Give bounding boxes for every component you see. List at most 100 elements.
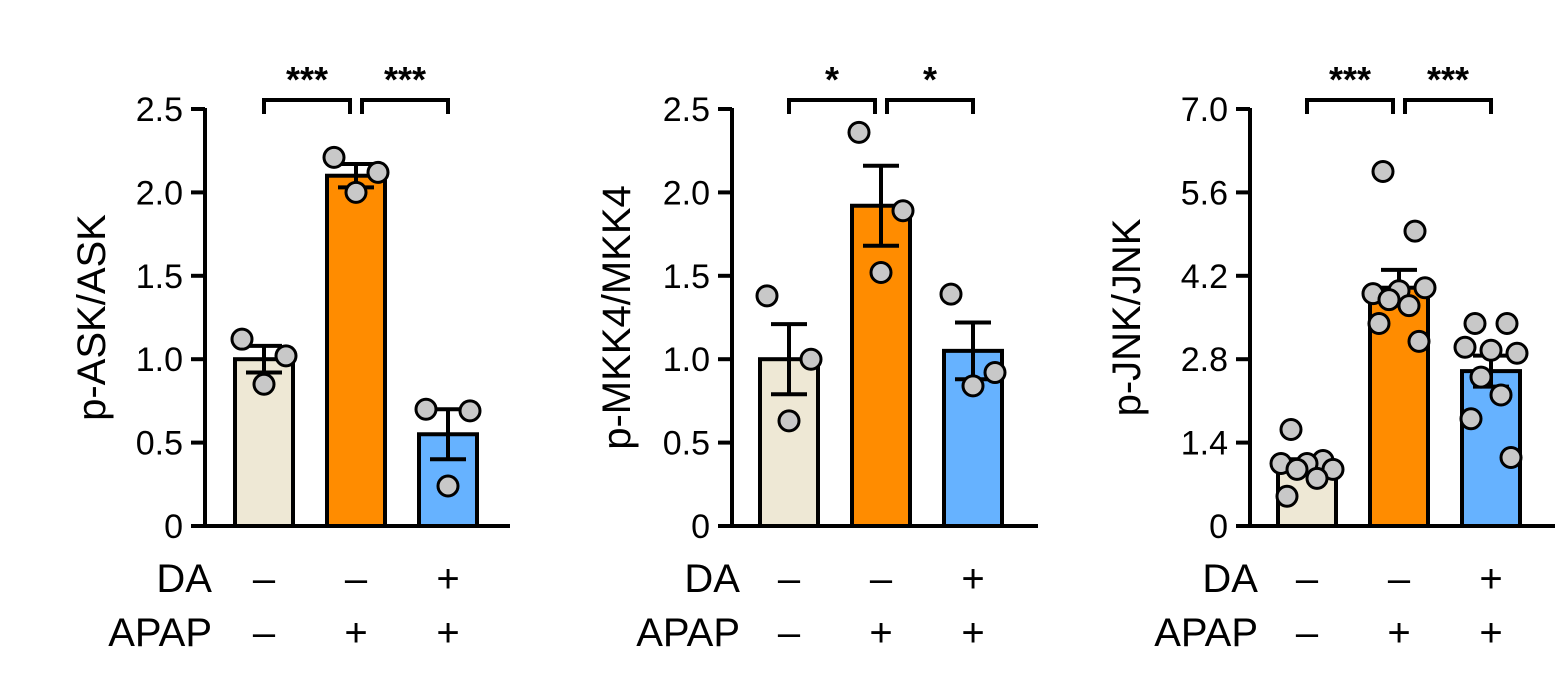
data-point [1505, 341, 1529, 365]
data-point [1367, 311, 1391, 335]
y-tick-label: 0 [691, 508, 710, 546]
chart-panel-3: 0 1.4 2.8 4.2 5.6 7.0 p-JNK/JNK – – – + + + DA APAP ***… [1105, 59, 1555, 655]
y-tick-label: 1.5 [136, 258, 183, 296]
significance-bracket [360, 98, 450, 114]
row-label-da: DA [684, 557, 740, 601]
y-tick-label: 2.0 [136, 174, 183, 212]
significance-label: *** [384, 59, 426, 100]
condition-sign-da: – [253, 557, 276, 601]
significance-bracket [1403, 98, 1493, 114]
y-axis-label: p-ASK/ASK [70, 214, 114, 421]
data-point [366, 160, 390, 184]
data-point [274, 344, 298, 368]
condition-sign-da: + [1479, 557, 1502, 601]
condition-sign-apap: + [344, 611, 367, 655]
condition-sign-da: – [870, 557, 893, 601]
condition-sign-da: – [1388, 557, 1411, 601]
data-point [847, 120, 871, 144]
row-label-da: DA [1202, 557, 1258, 601]
row-label-apap: APAP [108, 611, 212, 655]
condition-sign-da: + [436, 557, 459, 601]
significance-bracket [885, 98, 975, 114]
data-point [869, 260, 893, 284]
data-point [961, 374, 985, 398]
condition-sign-da: – [345, 557, 368, 601]
data-point [458, 399, 482, 423]
condition-sign-da: – [778, 557, 801, 601]
y-tick-label: 2.8 [1181, 341, 1228, 379]
significance-label: *** [1329, 59, 1371, 100]
data-point [983, 361, 1007, 385]
data-point [755, 284, 779, 308]
data-point [1453, 335, 1477, 359]
condition-sign-da: – [1296, 557, 1319, 601]
condition-sign-apap: – [253, 611, 276, 655]
data-point [939, 282, 963, 306]
y-tick-label: 1.0 [136, 341, 183, 379]
data-point [1403, 219, 1427, 243]
significance-bracket [262, 98, 352, 114]
data-point [777, 409, 801, 433]
y-tick-label: 0.5 [136, 425, 183, 463]
chart-panel-2: 0 0.5 1.0 1.5 2.0 2.5 p-MKK4/MKK4 – – – + + + DA APAP *… [595, 59, 1038, 655]
significance-label: *** [1427, 59, 1469, 100]
data-point [1413, 276, 1437, 300]
condition-sign-apap: + [961, 611, 984, 655]
row-label-da: DA [156, 557, 212, 601]
data-point [1463, 311, 1487, 335]
data-point [1305, 466, 1329, 490]
y-tick-label: 1.4 [1181, 425, 1228, 463]
y-tick-label: 2.5 [136, 91, 183, 129]
data-point [1459, 407, 1483, 431]
data-point [1489, 383, 1513, 407]
data-point [1275, 484, 1299, 508]
y-tick-label: 5.6 [1181, 174, 1228, 212]
significance-label: * [923, 59, 937, 100]
bar-2 [850, 203, 912, 529]
y-axis-label: p-JNK/JNK [1105, 218, 1149, 416]
significance-label: * [825, 59, 839, 100]
condition-sign-apap: – [1296, 611, 1319, 655]
y-tick-label: 0.5 [663, 425, 710, 463]
data-point [1469, 365, 1493, 389]
condition-sign-apap: – [778, 611, 801, 655]
data-point [1371, 160, 1395, 184]
data-point [799, 347, 823, 371]
data-point [1377, 288, 1401, 312]
data-point [322, 145, 346, 169]
data-point [1499, 445, 1523, 469]
data-point [414, 397, 438, 421]
y-tick-label: 2.5 [663, 91, 710, 129]
data-point [436, 474, 460, 498]
data-point [252, 372, 276, 396]
significance-label: *** [286, 59, 328, 100]
bar-2 [325, 173, 387, 528]
data-point [1397, 294, 1421, 318]
y-axis-label: p-MKK4/MKK4 [595, 185, 639, 450]
row-label-apap: APAP [636, 611, 740, 655]
data-point [1479, 338, 1503, 362]
y-tick-label: 0 [164, 508, 183, 546]
data-point [1407, 329, 1431, 353]
data-point [344, 180, 368, 204]
condition-sign-apap: + [1387, 611, 1410, 655]
data-point [891, 199, 915, 223]
data-point [1279, 417, 1303, 441]
data-point [1495, 311, 1519, 335]
chart-panel-1: 0 0.5 1.0 1.5 2.0 2.5 p-ASK/ASK – – – + + + DA APAP ***… [70, 59, 510, 655]
condition-sign-apap: + [869, 611, 892, 655]
y-tick-label: 1.5 [663, 258, 710, 296]
significance-bracket [787, 98, 877, 114]
y-tick-label: 2.0 [663, 174, 710, 212]
condition-sign-apap: + [1479, 611, 1502, 655]
data-point [230, 327, 254, 351]
data-point [1285, 457, 1309, 481]
condition-sign-apap: + [436, 611, 459, 655]
row-label-apap: APAP [1154, 611, 1258, 655]
y-tick-label: 0 [1209, 508, 1228, 546]
y-tick-label: 7.0 [1181, 91, 1228, 129]
y-tick-label: 1.0 [663, 341, 710, 379]
significance-bracket [1305, 98, 1395, 114]
condition-sign-da: + [961, 557, 984, 601]
